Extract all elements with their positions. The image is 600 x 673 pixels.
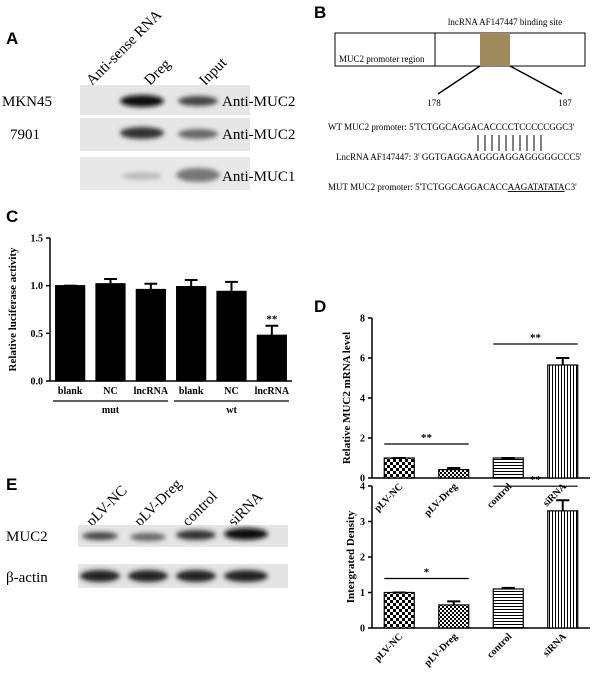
x-tick-label: lncRNA <box>134 386 169 397</box>
panel-label: B <box>314 3 326 22</box>
y-tick-label: 1.5 <box>31 234 44 245</box>
bar <box>438 469 470 479</box>
row-label: MKN45 <box>2 94 52 110</box>
y-tick-label: 0.0 <box>31 377 44 388</box>
group-label: mut <box>102 405 120 416</box>
base-pairing <box>477 135 542 151</box>
y-axis-label: Relative luciferase activity <box>7 247 19 372</box>
x-tick-label: blank <box>179 386 204 397</box>
antibody-label: Anti-MUC2 <box>222 94 295 110</box>
y-axis-label: Relative MUC2 mRNA level <box>341 332 353 464</box>
error-bar <box>447 600 461 605</box>
bar <box>547 364 579 479</box>
promoter-box <box>334 32 586 67</box>
site-label: lncRNA AF147447 binding site <box>448 17 562 27</box>
bar <box>256 334 287 382</box>
region-label: MUC2 promoter region <box>339 54 425 64</box>
error-bar <box>265 324 279 336</box>
y-tick-label: 8 <box>360 314 365 325</box>
y-tick-label: 3 <box>360 517 365 528</box>
panel-label: D <box>314 297 326 316</box>
panel-label: A <box>6 29 18 48</box>
bar <box>547 510 579 629</box>
error-bar <box>556 499 570 511</box>
row-label: MUC2 <box>6 529 48 545</box>
significance-label: ** <box>530 474 542 486</box>
x-tick-label: pLV-Dreg <box>422 481 460 519</box>
significance-label: ** <box>530 332 542 344</box>
x-tick-label: pLV-Dreg <box>422 631 460 669</box>
x-tick-label: NC <box>103 386 117 397</box>
bar <box>55 285 86 382</box>
lane-label: siRNA <box>226 489 267 530</box>
x-tick-label: blank <box>58 386 83 397</box>
blot <box>80 85 250 190</box>
panel-label: C <box>6 207 18 226</box>
zoom-line <box>509 65 563 95</box>
bar <box>95 283 126 382</box>
bar <box>135 288 166 382</box>
y-tick-label: 2 <box>360 553 365 564</box>
significance-label: ** <box>266 314 278 326</box>
error-bar <box>184 278 198 287</box>
significance-label: * <box>424 567 430 579</box>
zoom-line <box>437 65 481 95</box>
position-label: 178 <box>427 98 441 108</box>
x-tick-label: NC <box>224 386 238 397</box>
error-bar <box>501 586 515 589</box>
bar <box>492 457 524 479</box>
error-bar <box>144 282 158 290</box>
y-tick-label: 0 <box>360 474 365 485</box>
lane-label: pLV-NC <box>84 483 131 530</box>
lane-label: control <box>180 488 221 529</box>
y-tick-label: 4 <box>360 394 365 405</box>
error-bar <box>447 467 461 470</box>
lane-label: pLV-Dreg <box>132 476 186 530</box>
blot <box>78 525 288 588</box>
bar <box>492 588 524 629</box>
binding-site <box>480 33 510 66</box>
x-tick-label: lncRNA <box>255 386 290 397</box>
bar <box>383 457 415 479</box>
row-label: β-actin <box>6 570 48 586</box>
column-label: Input <box>197 55 231 89</box>
y-tick-label: 2 <box>360 434 365 445</box>
mut-suffix: C3' <box>565 182 578 192</box>
y-tick-label: 0.5 <box>31 329 44 340</box>
bar <box>176 286 207 382</box>
significance-label: ** <box>421 432 433 444</box>
y-tick-label: 4 <box>360 482 365 493</box>
antibody-label: Anti-MUC1 <box>222 169 295 185</box>
error-bar <box>556 357 570 365</box>
y-tick-label: 1 <box>360 588 365 599</box>
row-label: 7901 <box>10 127 40 143</box>
group-label: wt <box>226 405 237 416</box>
position-label: 187 <box>558 98 572 108</box>
x-tick-label: pLV-NC <box>372 631 405 664</box>
mut-site: AAGATATATA <box>508 182 565 192</box>
error-bar <box>104 277 117 284</box>
error-bar <box>225 280 238 292</box>
y-tick-label: 1.0 <box>31 281 44 292</box>
mut-prefix: MUT MUC2 promoter: 5'TCTGGCAGGACACC <box>328 182 508 192</box>
bar <box>383 591 415 629</box>
x-tick-label: siRNA <box>541 481 569 509</box>
y-tick-label: 6 <box>360 354 365 365</box>
lnc-sequence: LncRNA AF147447: 3' GGTGAGGAAGGGAGGAGGGG… <box>336 152 582 162</box>
x-tick-label: pLV-NC <box>372 481 405 514</box>
wt-sequence: WT MUC2 promoter: 5'TCTGGCAGGACACCCCTCCC… <box>328 122 575 132</box>
column-label: Dreg <box>142 56 175 89</box>
antibody-label: Anti-MUC2 <box>222 127 295 143</box>
bar <box>438 604 470 629</box>
y-axis-label: Intergrated Density <box>345 510 357 603</box>
y-tick-label: 0 <box>360 624 365 635</box>
bar <box>216 290 247 382</box>
panel-label: E <box>6 475 17 494</box>
x-tick-label: siRNA <box>541 631 569 659</box>
mut-sequence: MUT MUC2 promoter: 5'TCTGGCAGGACACCAAGAT… <box>328 182 577 192</box>
x-tick-label: control <box>485 631 514 660</box>
